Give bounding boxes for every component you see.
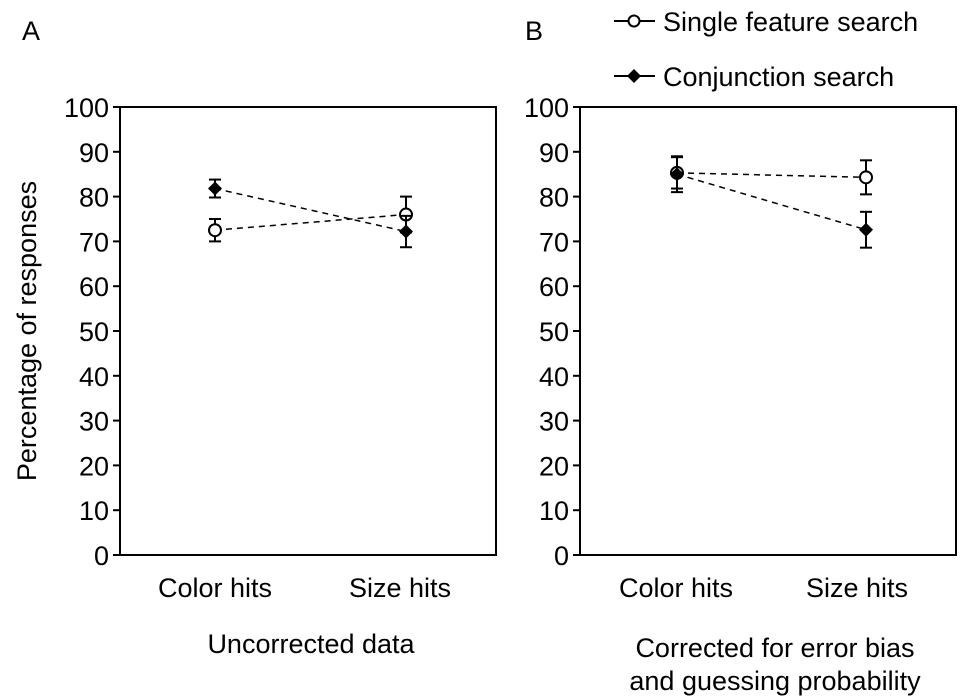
panel-a-point-conjunction-1: [399, 224, 413, 239]
panel-a-series-conjunction: [208, 178, 413, 249]
panel-b-series-single-feature: [670, 156, 873, 196]
panel-b-line-conjunction: [676, 173, 867, 231]
panel-a-plot-frame: [119, 106, 497, 556]
panel-a-x-axis-title: Uncorrected data: [207, 629, 415, 659]
panel-a-y-tick-label-40: 40: [79, 362, 109, 392]
panel-b-y-tick-label-10: 10: [539, 496, 569, 526]
panel-a-label: A: [22, 16, 40, 46]
panel-a-y-tick-label-20: 20: [79, 451, 109, 481]
panel-b-y-ticks: 0 10 20 30 40 50 60 70 80 90 100: [524, 93, 580, 571]
panel-b-line-single-feature: [676, 172, 867, 179]
legend-label-conjunction: Conjunction search: [663, 62, 894, 92]
panel-b-x-tick-color-hits: Color hits: [619, 573, 733, 603]
panel-b-y-tick-label-100: 100: [524, 93, 569, 123]
panel-a-y-tick-label-100: 100: [64, 93, 109, 123]
panel-a-series-single-feature: [208, 195, 413, 243]
legend-marker-open-circle: [627, 14, 641, 28]
panel-b-y-tick-label-50: 50: [539, 317, 569, 347]
panel-b-y-tick-label-20: 20: [539, 451, 569, 481]
panel-b-plot-frame: [579, 106, 957, 556]
panel-a-y-tick-label-0: 0: [94, 541, 109, 571]
panel-b-point-conjunction-0: [670, 167, 684, 182]
panel-b-x-axis-title-line-2: and guessing probability: [629, 666, 921, 696]
panel-a-line-single-feature: [214, 213, 407, 231]
panel-b-y-tick-label-30: 30: [539, 407, 569, 437]
panel-b-y-tick-label-0: 0: [554, 541, 569, 571]
panel-a-y-tick-label-70: 70: [79, 227, 109, 257]
panel-a-point-conjunction-0: [208, 181, 222, 196]
panel-b-label: B: [525, 16, 543, 46]
panel-a-x-ticks: Color hits Size hits: [158, 573, 451, 603]
legend-item-conjunction: Conjunction search: [614, 62, 894, 92]
legend-marker-filled-diamond: [627, 69, 641, 83]
panel-b-x-ticks: Color hits Size hits: [619, 573, 908, 603]
panel-b-series-conjunction: [670, 155, 873, 249]
panel-a-point-single-feature-0: [208, 223, 222, 238]
panel-b-point-conjunction-1: [859, 222, 873, 237]
panel-b-x-tick-size-hits: Size hits: [806, 573, 908, 603]
panel-a-y-tick-label-80: 80: [79, 183, 109, 213]
panel-a-y-tick-label-10: 10: [79, 496, 109, 526]
panel-b-y-tick-label-70: 70: [539, 227, 569, 257]
panel-a: A Percentage of responses 0 10 20 30 40 50 60 7…: [12, 16, 497, 659]
legend-item-single-feature: Single feature search: [614, 7, 918, 37]
panel-b-point-single-feature-1: [859, 170, 873, 185]
panel-b-x-axis-title-line-1: Corrected for error bias: [635, 633, 914, 663]
panel-a-y-tick-label-90: 90: [79, 138, 109, 168]
panel-a-y-tick-label-30: 30: [79, 407, 109, 437]
legend-label-single-feature: Single feature search: [663, 7, 918, 37]
panel-b-y-tick-label-90: 90: [539, 138, 569, 168]
panel-a-y-axis-title: Percentage of responses: [12, 181, 42, 481]
panel-b-y-tick-label-60: 60: [539, 272, 569, 302]
panel-b-y-tick-label-40: 40: [539, 362, 569, 392]
legend: Single feature search Conjunction search: [614, 7, 918, 92]
panel-b-y-tick-label-80: 80: [539, 183, 569, 213]
panel-a-y-tick-label-60: 60: [79, 272, 109, 302]
panel-a-x-tick-color-hits: Color hits: [158, 573, 272, 603]
panel-a-y-ticks: 0 10 20 30 40 50 60 70 80 90 100: [64, 93, 120, 571]
panel-a-series: [208, 178, 413, 249]
panel-a-y-tick-label-50: 50: [79, 317, 109, 347]
panel-a-line-conjunction: [214, 187, 407, 233]
panel-b-series: [670, 155, 873, 249]
panel-b: B 0 10 20 30 40 50 60 70 80 90 100 Color hits Size…: [524, 16, 957, 696]
panel-a-x-tick-size-hits: Size hits: [349, 573, 451, 603]
